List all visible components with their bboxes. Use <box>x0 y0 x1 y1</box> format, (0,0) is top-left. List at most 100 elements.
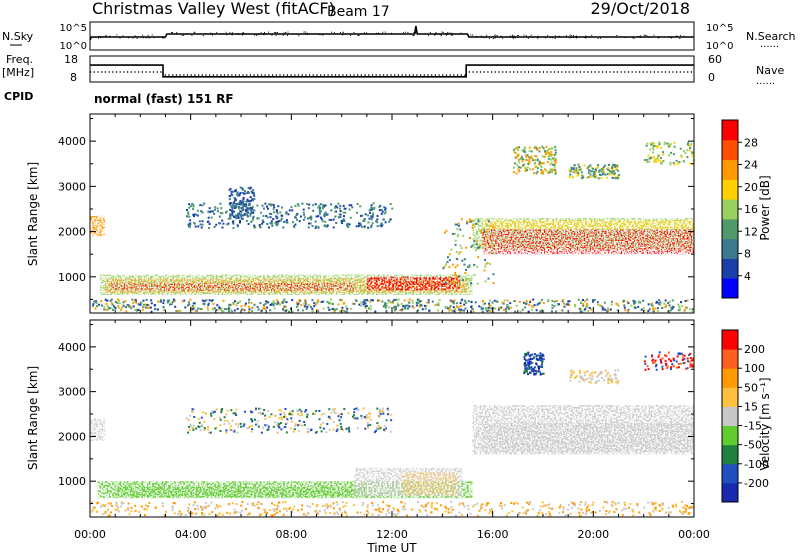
velocity-scatter-point <box>259 407 262 410</box>
power-scatter-point <box>566 303 569 306</box>
velocity-x-ticks <box>89 320 695 517</box>
noise-dot <box>194 31 196 33</box>
noise-dot <box>176 32 178 34</box>
power-scatter-point <box>283 220 285 223</box>
velocity-scatter-point <box>256 423 259 426</box>
power-scatter-point <box>533 162 536 165</box>
velocity-scatter-point <box>463 505 466 508</box>
velocity-scatter-point <box>134 509 137 512</box>
velocity-scatter-point <box>270 413 273 416</box>
power-scatter-point <box>528 150 531 152</box>
velocity-scatter-point <box>467 504 469 507</box>
velocity-scatter-point <box>338 419 341 422</box>
velocity-scatter-point <box>568 504 570 507</box>
power-scatter-point <box>376 215 379 217</box>
power-scatter-point <box>222 310 225 313</box>
velocity-scatter-point <box>226 409 229 412</box>
power-scatter-point <box>678 305 681 308</box>
power-scatter-point <box>266 205 268 208</box>
power-scatter-point <box>647 310 650 312</box>
power-scatter-point <box>303 216 306 219</box>
power-scatter-point <box>238 201 241 204</box>
velocity-scatter-point <box>669 511 672 514</box>
velocity-scatter-point <box>528 501 531 504</box>
velocity-scatter-point <box>241 509 244 512</box>
power-scatter-point <box>284 309 287 312</box>
velocity-scatter-point <box>195 427 198 430</box>
velocity-scatter-point <box>614 369 616 372</box>
power-scatter-point <box>573 164 576 167</box>
velocity-scatter-point <box>93 506 96 509</box>
power-scatter-point <box>456 223 458 226</box>
power-scatter-point <box>510 306 513 309</box>
velocity-scatter-point <box>467 508 470 511</box>
power-scatter-point <box>153 304 156 306</box>
power-scatter-point <box>257 308 260 311</box>
power-scatter-point <box>296 203 299 205</box>
power-scatter-point <box>505 307 507 310</box>
velocity-scatter-point <box>201 508 204 511</box>
velocity-scatter-point <box>193 508 196 510</box>
power-scatter-point <box>549 158 552 161</box>
velocity-scatter-point <box>607 371 610 374</box>
velocity-scatter-point <box>659 504 662 507</box>
velocity-scatter-point <box>661 368 664 371</box>
velocity-scatter-point <box>548 514 551 517</box>
power-scatter-point <box>524 302 527 305</box>
power-scatter-point <box>285 220 288 223</box>
velocity-scatter-point <box>528 362 530 364</box>
velocity-scatter-point <box>257 507 260 510</box>
velocity-scatter-point <box>228 503 230 506</box>
power-scatter-point <box>597 164 600 167</box>
power-scatter-point <box>384 302 387 305</box>
power-scatter-point <box>661 162 663 165</box>
velocity-scatter-point <box>203 427 206 430</box>
power-scatter-point <box>300 304 303 307</box>
noise-dot <box>212 34 213 36</box>
power-scatter-point <box>587 176 590 179</box>
velocity-scatter-point <box>196 508 199 511</box>
power-scatter-point <box>684 300 687 302</box>
velocity-scatter-point <box>273 504 276 506</box>
power-scatter-point <box>616 303 619 306</box>
power-scatter-point <box>341 219 344 222</box>
power-scatter-point <box>658 141 661 144</box>
y-tick-label: 1000 <box>58 475 86 488</box>
power-scatter-point <box>680 156 683 159</box>
velocity-scatter-point <box>681 356 684 359</box>
velocity-scatter-point <box>489 509 492 512</box>
velocity-scatter-point <box>397 510 400 512</box>
power-scatter-point <box>482 228 485 231</box>
power-scatter-point <box>243 190 246 192</box>
power-scatter-point <box>627 308 630 311</box>
power-scatter-point <box>477 219 480 222</box>
power-scatter-point <box>297 204 300 207</box>
power-scatter-point <box>244 208 247 211</box>
velocity-scatter-point <box>288 507 291 510</box>
power-scatter-point <box>679 147 682 150</box>
velocity-scatter-point <box>251 420 254 423</box>
power-scatter-point <box>671 299 674 302</box>
power-scatter-point <box>372 212 375 215</box>
power-scatter-point <box>249 206 252 209</box>
power-scatter-point <box>476 265 479 268</box>
velocity-scatter-point <box>235 408 238 411</box>
velocity-scatter-point <box>96 502 99 505</box>
power-scatter-point <box>306 203 309 206</box>
power-scatter-point <box>459 228 462 231</box>
power-scatter-point <box>145 298 148 301</box>
velocity-scatter-point <box>253 504 256 507</box>
power-scatter-point <box>231 204 234 207</box>
velocity-scatter-point <box>491 509 493 512</box>
power-scatter-point <box>215 309 218 311</box>
power-scatter-point <box>466 278 469 281</box>
freq-tick-top: 18 <box>64 53 78 66</box>
power-scatter-point <box>518 158 521 161</box>
velocity-scatter-point <box>661 508 664 511</box>
power-scatter-point <box>246 215 249 218</box>
power-scatter-point <box>427 299 430 301</box>
power-scatter-point <box>253 224 256 227</box>
velocity-scatter-point <box>356 417 359 420</box>
velocity-scatter-point <box>586 506 589 509</box>
power-scatter-point <box>602 166 605 169</box>
